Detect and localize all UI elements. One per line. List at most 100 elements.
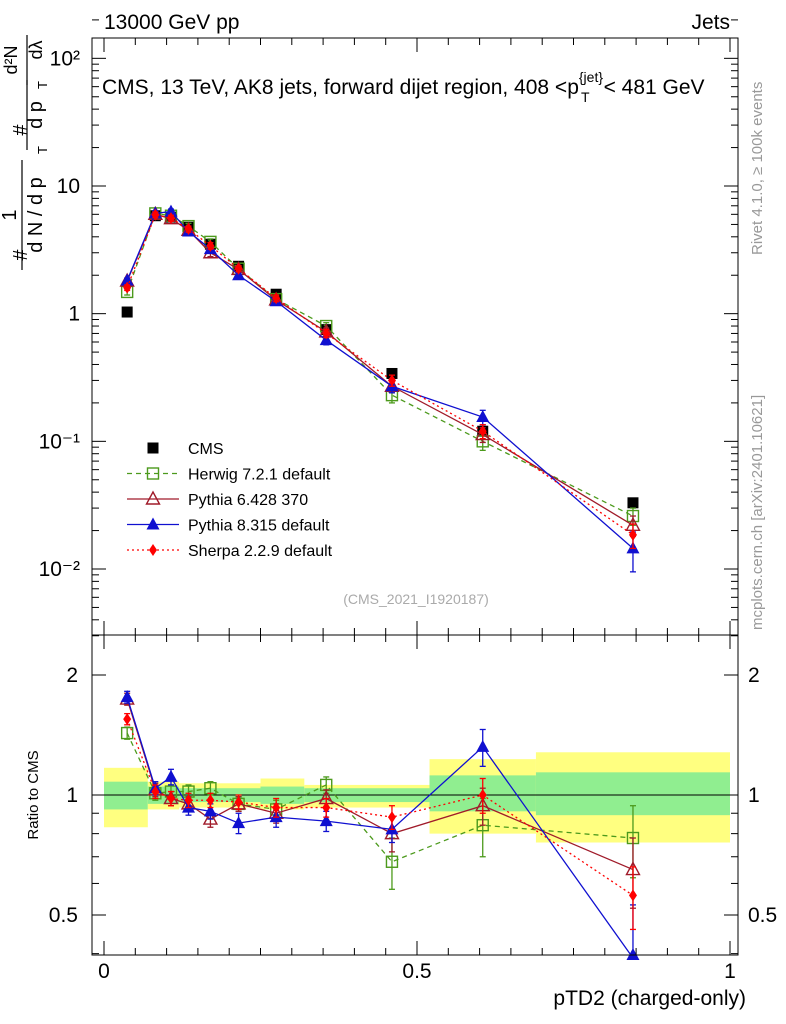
title-text: CMS, 13 TeV, AK8 jets, forward dijet reg… (102, 76, 579, 99)
y-tick-label: 10⁻¹ (39, 430, 80, 453)
series-cms (121, 210, 639, 509)
data-point (476, 410, 490, 423)
y-tick-label: 1 (68, 303, 80, 326)
ratio-panel: 0.5 0.5 1 1 2 2 0 0.5 1 Ratio to CMS pTD2 (charg… (25, 634, 777, 1010)
data-point (120, 273, 134, 286)
legend-marker (149, 544, 157, 556)
data-point (387, 374, 396, 387)
main-panel: 10⁻² 10⁻¹ 1 10 10² (CMS_2021_I1920187) CMS, … (0, 19, 739, 637)
data-point (234, 796, 243, 809)
data-point (476, 739, 490, 752)
data-point (120, 726, 134, 740)
series-sherpa-2-2-9-default (123, 712, 637, 931)
mcplots-label: mcplots.cern.ch [arXiv:2401.10621] (749, 395, 766, 630)
title-text: < 481 GeV (604, 76, 705, 99)
legend: CMS Herwig 7.2.1 default Pythia 6.428 370 P… (127, 441, 333, 560)
series-line-sherpa-2-2-9-default (126, 214, 634, 536)
data-point (320, 778, 333, 792)
legend-marker (146, 467, 160, 480)
legend-label: Pythia 8.315 default (188, 518, 330, 535)
series-pythia-6-428-370 (119, 205, 641, 538)
data-point (206, 794, 215, 807)
data-point (272, 292, 281, 305)
data-point (203, 804, 217, 817)
data-point (166, 212, 175, 225)
data-point (234, 262, 243, 275)
ylabel-text: # (10, 249, 32, 261)
legend-entry-herwig-7-2-1-default: Herwig 7.2.1 default (127, 467, 331, 484)
legend-entry-pythia-8-315-default: Pythia 8.315 default (127, 517, 330, 535)
y-tick-label-right: 1 (748, 784, 760, 807)
x-tick-label: 1 (724, 960, 736, 983)
y-tick-label-right: 0.5 (748, 904, 777, 927)
x-axis-label: pTD2 (charged-only) (553, 987, 746, 1010)
data-point (151, 785, 160, 798)
ylabel-text: 1 (0, 209, 21, 220)
data-point (628, 528, 637, 541)
y-tick-label: 0.5 (49, 904, 78, 927)
data-point (202, 810, 219, 825)
data-point (272, 801, 281, 814)
data-point (166, 792, 175, 805)
data-point (322, 801, 331, 814)
inner-uncertainty-band (104, 781, 148, 810)
data-point (184, 794, 193, 807)
data-point (478, 789, 487, 801)
legend-entry-pythia-6-428-370: Pythia 6.428 370 (127, 490, 308, 509)
data-point (184, 223, 193, 236)
ratio-data-layer (119, 690, 641, 960)
rivet-version-label: Rivet 4.1.0, ≥ 100k events (749, 82, 766, 255)
data-point (628, 889, 637, 902)
legend-label: CMS (188, 441, 224, 458)
data-point (387, 811, 396, 824)
legend-label: Pythia 6.428 370 (188, 492, 308, 509)
legend-label: Herwig 7.2.1 default (188, 467, 331, 484)
x-tick-label: 0.5 (402, 960, 431, 983)
data-point (164, 204, 178, 217)
data-point (121, 306, 133, 318)
header-collision-label: 13000 GeV pp (104, 11, 239, 34)
data-point (386, 367, 398, 379)
main-axis-ticks: 10⁻² 10⁻¹ 1 10 10² (39, 19, 738, 637)
data-point (120, 690, 134, 703)
main-title: CMS, 13 TeV, AK8 jets, forward dijet reg… (102, 69, 705, 105)
data-point (626, 948, 640, 960)
y-tick-label: 10 (57, 175, 80, 198)
ratio-uncertainty-bands (104, 752, 730, 843)
data-point (232, 816, 246, 829)
y-tick-label: 2 (66, 664, 78, 687)
data-point (123, 281, 132, 294)
ylabel-text: T (35, 81, 50, 89)
legend-label: Sherpa 2.2.9 default (188, 543, 333, 560)
data-point (204, 782, 217, 795)
title-subscript: T (581, 89, 590, 105)
data-point (164, 769, 178, 782)
legend-entry-cms: CMS (147, 441, 224, 458)
main-data-layer (119, 204, 641, 573)
y-tick-label-right: 2 (748, 664, 760, 687)
x-tick-label: 0 (98, 960, 110, 983)
legend-marker (146, 517, 160, 530)
ylabel-text: d p (25, 101, 47, 129)
data-point (385, 855, 399, 868)
legend-marker (145, 490, 161, 505)
ratio-axis-ticks: 0.5 0.5 1 1 2 2 0 0.5 1 (49, 635, 777, 983)
data-point (151, 208, 160, 221)
y-tick-label: 10² (50, 47, 80, 70)
ylabel-text: d N / d p (25, 177, 47, 253)
y-tick-label: 1 (66, 784, 78, 807)
watermark: (CMS_2021_I1920187) (343, 591, 489, 607)
data-point (319, 814, 333, 827)
title-superscript: {jet} (579, 69, 603, 85)
y-tick-label: 10⁻² (39, 558, 80, 581)
data-point (478, 425, 487, 438)
ylabel-text: d²N (1, 45, 21, 74)
data-point (627, 497, 639, 509)
data-point (322, 327, 331, 340)
header-process-label: Jets (691, 11, 730, 34)
ratio-ylabel: Ratio to CMS (25, 750, 42, 839)
ylabel-text: dλ (26, 40, 46, 59)
